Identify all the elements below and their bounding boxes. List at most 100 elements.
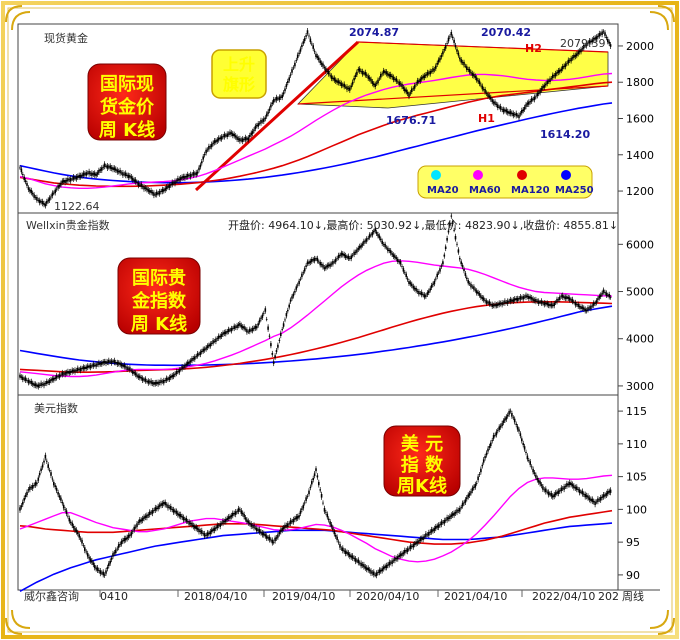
candle-body [22,174,24,175]
candle-body [478,293,481,296]
candle-body [165,186,168,189]
candle-body [77,175,79,178]
candle-body [301,273,303,278]
candle-body [537,480,540,483]
candle-body [549,304,551,307]
candle-body [257,529,259,531]
candle-body [33,194,35,198]
candle-body [65,371,68,374]
candle-body [429,531,431,533]
candle-body [447,37,450,42]
candle-body [556,72,558,74]
candle-body [172,509,175,513]
candle-body [213,341,216,342]
candle-body [124,172,127,176]
candle-body [206,532,209,536]
candle-body [358,68,361,72]
candle-body [576,486,578,490]
candle-body [65,180,68,182]
candle-body [316,257,319,262]
candle-body [370,234,372,236]
candle-body [31,382,34,385]
candle-body [453,230,455,231]
candle-body [354,558,357,562]
candle-body [602,31,605,33]
candle-body [340,82,343,87]
candle-body [522,109,524,112]
candle-body [115,549,117,554]
candle-body [113,167,116,171]
candle-body [591,305,594,307]
candle-body [301,44,303,48]
candle-body [567,59,570,64]
candle-body [71,369,73,373]
candle-body [112,167,114,171]
candle-body [322,502,324,504]
candle-body [79,367,82,372]
candle-body [511,112,513,115]
candle-body [561,66,564,70]
candle-body [133,526,135,531]
candle-body [267,111,269,114]
candle-body [449,222,451,226]
candle-body [289,520,292,524]
candle-body [175,180,178,182]
candle-body [232,133,234,136]
candle-body [336,536,338,541]
candle-body [140,519,142,522]
candle-body [69,177,72,182]
candle-body [428,72,430,74]
candle-body [411,546,413,547]
candle-body [191,174,193,176]
candle-body [332,261,334,265]
gold-trough-label: 1614.20 [540,128,590,141]
candle-body [153,192,155,196]
candle-body [504,418,506,421]
candle-body [37,477,40,481]
candle-body [277,98,279,100]
candle-body [225,331,227,335]
candle-body [592,38,595,41]
candle-body [499,425,502,428]
candle-body [29,486,31,490]
candle-body [51,192,54,197]
candle-body [523,107,526,110]
candle-body [196,527,199,530]
candle-body [110,167,113,169]
candle-body [301,508,303,510]
candle-body [556,298,558,303]
candle-body [244,136,247,141]
candle-body [574,302,577,306]
candle-body [289,74,292,76]
candle-body [573,302,575,303]
candle-body [608,294,610,298]
gold-peak-label: 2074.87 [349,26,399,39]
candle-body [451,221,454,225]
candle-body [547,491,550,496]
candle-body [535,474,537,478]
candle-body [217,335,220,339]
candle-body [505,109,508,113]
candle-body [439,57,441,61]
candle-body [161,381,164,383]
legend-label: MA120 [511,185,550,196]
candle-body [134,526,137,528]
candle-body [382,566,385,570]
candle-body [522,443,524,446]
candle-body [602,289,605,293]
candle-body [170,184,172,186]
candle-body [108,166,110,168]
gold-badge-text: 周 K线 [99,119,155,141]
candle-body [498,302,500,306]
candle-body [423,294,426,298]
candle-body [443,520,446,524]
candle-body [513,418,516,423]
candle-body [433,69,436,71]
candle-body [148,381,151,383]
candle-body [302,504,305,509]
candle-body [265,535,268,539]
wellxin-badge-text: 国际贵 [132,268,186,289]
candle-body [504,109,506,112]
candle-body [57,492,59,495]
candle-body [133,372,135,374]
